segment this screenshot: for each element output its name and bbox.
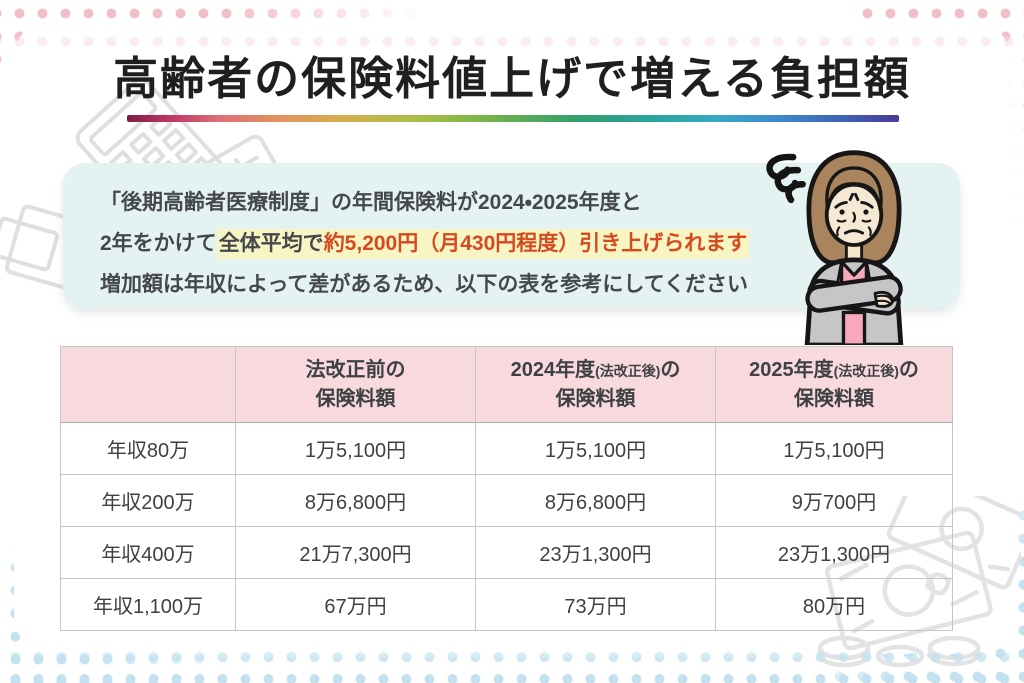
- value-cell: 73万円: [475, 578, 716, 631]
- row-label: 年収1,100万: [60, 578, 236, 631]
- value-cell: 1万5,100円: [475, 422, 716, 475]
- row-label: 年収400万: [60, 526, 236, 579]
- value-cell: 9万700円: [715, 474, 953, 527]
- right-hand-fingers: [873, 290, 895, 308]
- value-cell: 67万円: [235, 578, 476, 631]
- value-cell: 21万7,300円: [235, 526, 476, 579]
- page-title: 高齢者の保険料値上げで増える負担額: [113, 53, 911, 104]
- value-cell: 1万5,100円: [715, 422, 953, 475]
- table-row-income-200: 年収200万 8万6,800円 8万6,800円 9万700円: [60, 474, 953, 527]
- right-eye: [863, 209, 869, 215]
- premium-comparison-table: 法改正前の 保険料額 2024年度(法改正後)の 保険料額 2025年度(法改正後)…: [60, 346, 953, 631]
- table-row-income-1100: 年収1,100万 67万円 73万円 80万円: [60, 578, 953, 631]
- title-underline-gradient: [127, 115, 899, 122]
- col-header-2025: 2025年度(法改正後)の 保険料額: [715, 346, 953, 423]
- value-cell: 23万1,300円: [475, 526, 716, 579]
- table-corner-cell: [60, 346, 236, 423]
- notice-line-2: 2年をかけて全体平均で約5,200円（月430円程度）引き上げられます: [100, 223, 930, 264]
- left-eye: [839, 209, 845, 215]
- value-cell: 8万6,800円: [475, 474, 716, 527]
- worried-woman-illustration: [804, 150, 904, 345]
- notice-line-1: 「後期高齢者医療制度」の年間保険料が2024・2025年度と: [100, 191, 642, 214]
- table-row-income-400: 年収400万 21万7,300円 23万1,300円 23万1,300円: [60, 526, 953, 579]
- value-cell: 23万1,300円: [715, 526, 953, 579]
- row-label: 年収80万: [60, 422, 236, 475]
- table-header-row: 法改正前の 保険料額 2024年度(法改正後)の 保険料額 2025年度(法改正後)…: [60, 346, 953, 423]
- value-cell: 1万5,100円: [235, 422, 476, 475]
- highlight-span: 全体平均で約5,200円（月430円程度）引き上げられます: [216, 229, 750, 259]
- notice-line-3: 増加額は年収によって差があるため、以下の表を参考にしてください: [100, 273, 749, 296]
- table-row-income-80: 年収80万 1万5,100円 1万5,100円 1万5,100円: [60, 422, 953, 475]
- emphasis-red-text: 約5,200円（月430円程度）引き上げられます: [323, 232, 748, 255]
- row-label: 年収200万: [60, 474, 236, 527]
- irritation-mark-icon: [766, 153, 806, 204]
- col-header-2024: 2024年度(法改正後)の 保険料額: [475, 346, 716, 423]
- value-cell: 80万円: [715, 578, 953, 631]
- col-header-pre-reform: 法改正前の 保険料額: [235, 346, 476, 423]
- value-cell: 8万6,800円: [235, 474, 476, 527]
- shirt-lower: [841, 310, 867, 345]
